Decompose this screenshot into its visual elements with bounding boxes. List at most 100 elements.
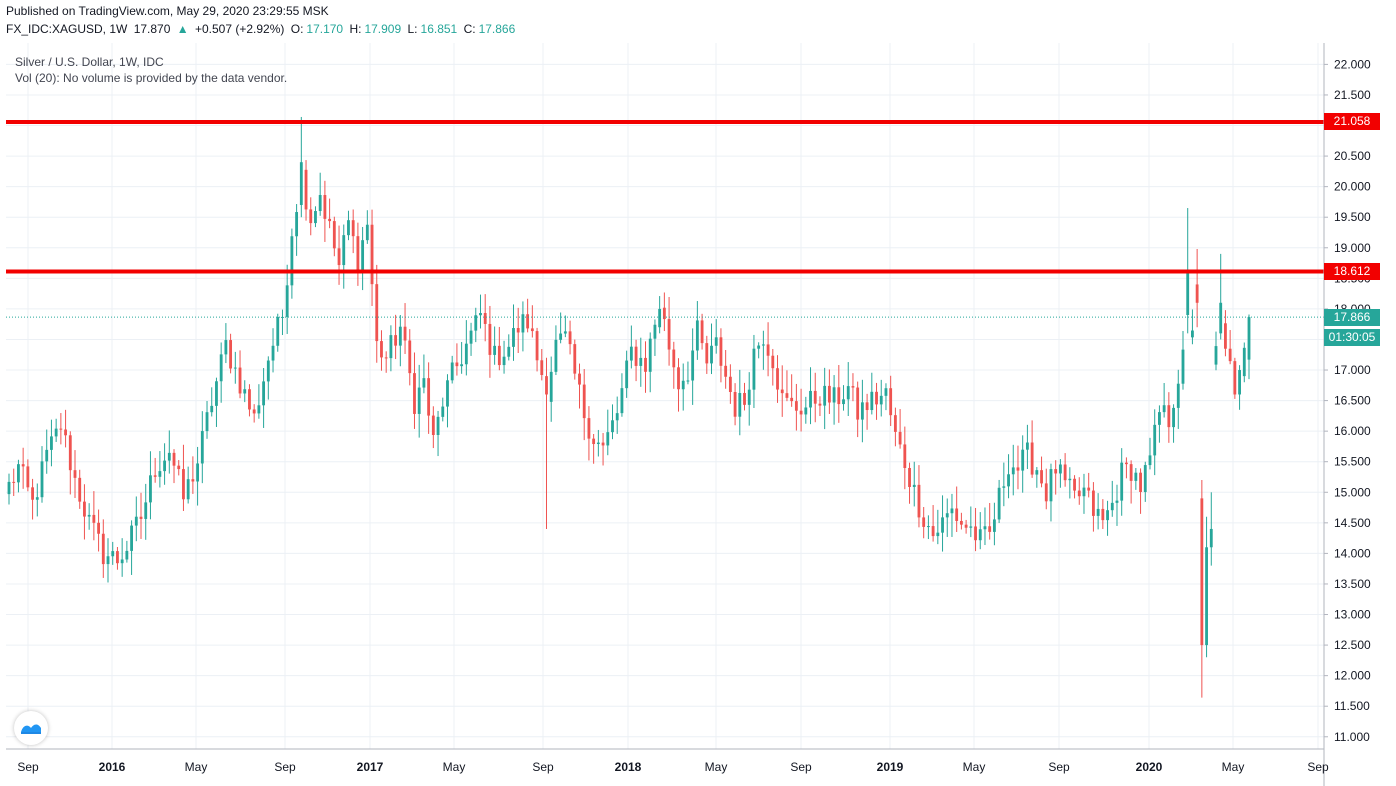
candle-body [832,387,836,403]
candle-body [389,335,393,359]
candle-body [493,345,497,355]
candle-body [903,444,907,468]
time-axis[interactable]: Sep 2016 May Sep 2017 May Sep 2018 May Sep 2019 May… [17,760,1329,774]
candle-body [615,413,619,421]
ohlc-header: FX_IDC:XAGUSD, 1W 17.870 ▲ +0.507 (+2.92… [6,22,518,36]
candle-body [761,344,765,346]
candle-body [912,484,916,487]
candle-body [1148,455,1152,466]
candle-body [672,349,676,368]
candle-body [1120,462,1124,501]
x-tick-label: May [443,760,466,774]
candle-body [677,367,680,390]
candle-body [606,432,610,446]
candle-body [559,333,563,340]
candle-body [191,479,195,482]
y-tick-label: 19.000 [1334,241,1371,255]
candle-body [134,516,138,526]
candle-body [375,284,379,342]
candle-body [276,317,280,346]
candle-body [601,442,605,446]
candle-body [733,392,737,417]
y-tick-label: 19.500 [1334,210,1371,224]
candle-body [1205,547,1208,646]
candle-body [856,387,860,420]
candle-body [875,391,878,405]
candle-body [950,508,954,514]
candle-body [35,497,39,500]
candle-body [464,343,468,365]
candle-body [667,319,671,350]
candle-body [549,371,553,402]
resistance-lower-tag: 18.612 [1324,262,1380,280]
candle-body [620,388,624,414]
candle-body [738,392,742,417]
high-label: H: [349,22,362,36]
candle-body [1025,442,1029,450]
resistance-lines[interactable] [6,119,1324,318]
candle-body [328,218,332,222]
candle-body [295,212,299,237]
candle-body [125,550,129,560]
candle-body [842,399,845,405]
candle-body [851,386,855,388]
price-axis[interactable]: 22.00021.50021.00020.50020.00019.50019.0… [1324,57,1371,744]
candle-body [83,501,86,517]
candle-body [922,517,926,527]
candle-body [450,362,454,381]
candle-body [205,412,209,432]
candle-body [771,355,775,369]
candle-body [106,556,110,565]
x-tick-label: Sep [274,760,296,774]
legend-volume: Vol (20): No volume is provided by the d… [15,71,288,85]
y-tick-label: 20.500 [1334,149,1371,163]
candle-body [988,526,992,532]
high-value: 17.909 [364,22,402,36]
plot-area[interactable] [6,43,1324,749]
candle-body [710,345,713,364]
candle-body [1011,467,1015,475]
y-tick-label: 12.500 [1334,638,1371,652]
symbol-name: FX_IDC:XAGUSD, 1W [6,22,128,36]
candle-body [992,519,996,532]
candle-body [681,380,685,390]
candle-body [427,378,431,416]
candle-body [182,469,185,500]
grid [6,43,1324,749]
candle-body [111,551,115,557]
candle-body [347,220,350,236]
candle-body [780,389,784,394]
candle-body [596,442,600,445]
y-tick-label: 14.500 [1334,516,1371,530]
candle-body [413,373,416,414]
candle-body [299,162,303,205]
candle-body [611,420,614,433]
candle-body [1153,424,1157,456]
candle-body [757,345,761,349]
candle-body [1224,323,1227,349]
candle-body [1125,462,1128,465]
y-tick-label: 14.000 [1334,546,1371,560]
candle-body [196,463,200,482]
candle-body [441,406,445,417]
candle-body [837,387,841,405]
candle-body [1021,449,1025,471]
candle-body [120,559,124,564]
candle-body [1219,302,1223,334]
candle-body [215,381,218,406]
candle-body [1233,361,1237,395]
candle-body [1082,487,1086,497]
candle-body [997,487,1001,520]
candle-body [384,357,388,359]
candle-body [1134,472,1138,481]
tradingview-logo-icon[interactable] [14,711,48,745]
candle-body [361,240,365,274]
candle-body [1181,349,1185,384]
candle-body [68,435,72,471]
candle-body [908,467,911,487]
candle-body [941,517,944,533]
candle-body [752,348,756,390]
candle-body [540,360,544,375]
candle-body [337,248,341,266]
